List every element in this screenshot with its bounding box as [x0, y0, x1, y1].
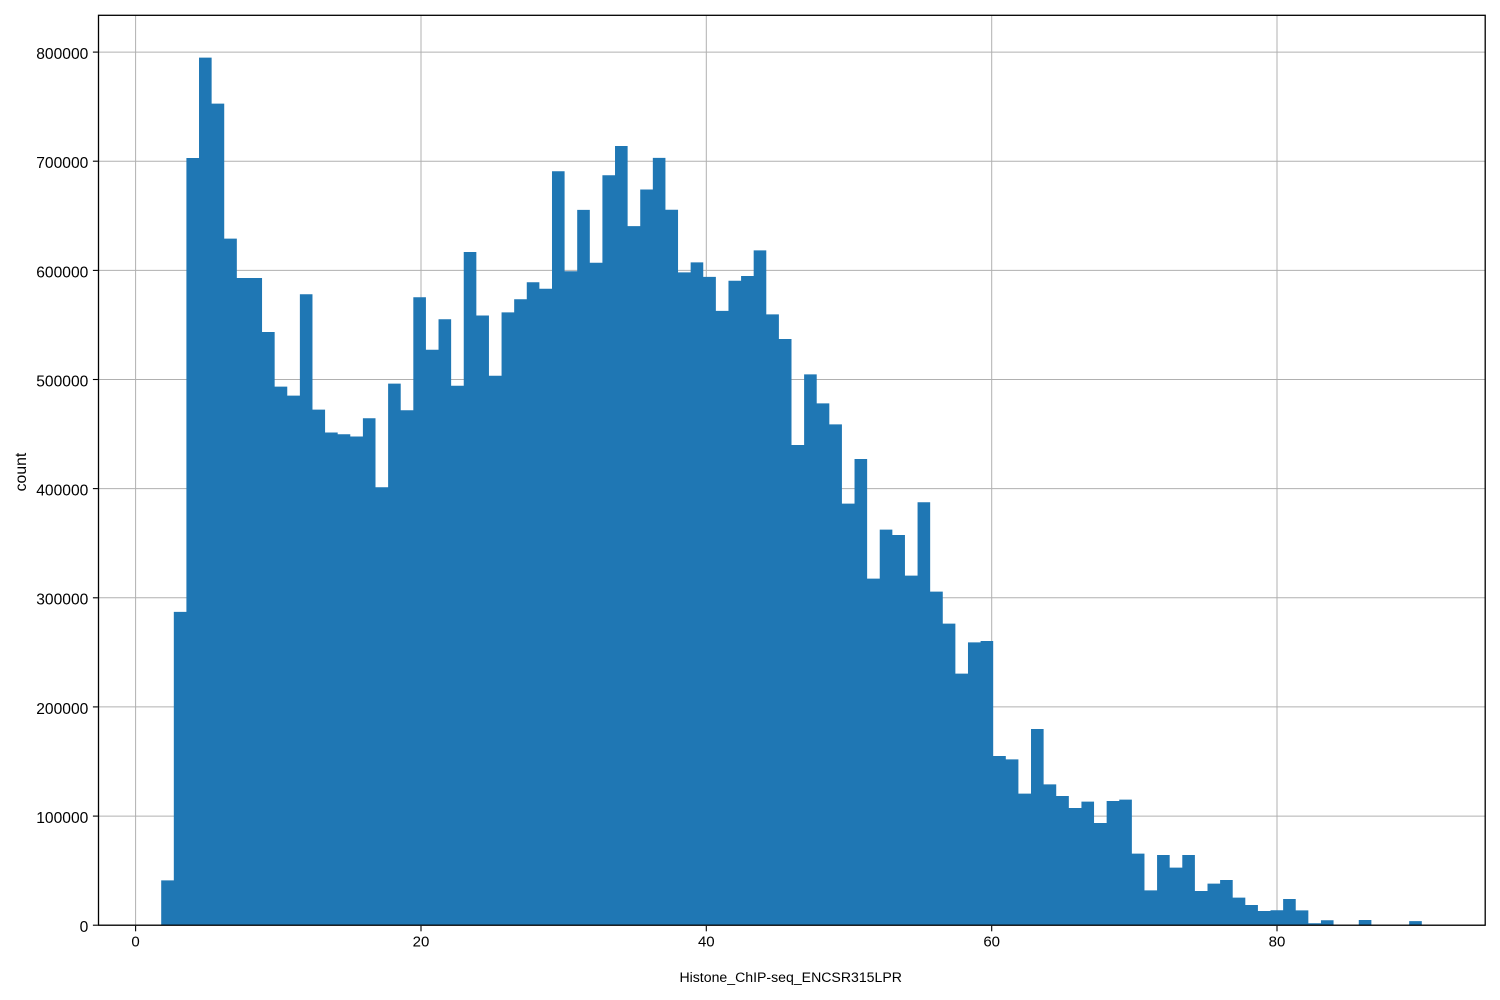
svg-text:20: 20 [413, 933, 430, 950]
svg-text:40: 40 [698, 933, 715, 950]
svg-text:400000: 400000 [36, 483, 88, 500]
svg-text:200000: 200000 [36, 701, 88, 718]
svg-text:Histone_ChIP-seq_ENCSR315LPR: Histone_ChIP-seq_ENCSR315LPR [679, 969, 901, 985]
svg-text:count: count [13, 452, 30, 491]
svg-text:0: 0 [131, 933, 139, 950]
svg-text:600000: 600000 [36, 264, 88, 281]
svg-text:100000: 100000 [36, 810, 88, 827]
svg-text:500000: 500000 [36, 373, 88, 390]
svg-text:80: 80 [1269, 933, 1286, 950]
svg-text:700000: 700000 [36, 155, 88, 172]
svg-text:60: 60 [983, 933, 1000, 950]
svg-text:800000: 800000 [36, 46, 88, 63]
svg-text:0: 0 [80, 919, 89, 936]
svg-text:300000: 300000 [36, 592, 88, 609]
